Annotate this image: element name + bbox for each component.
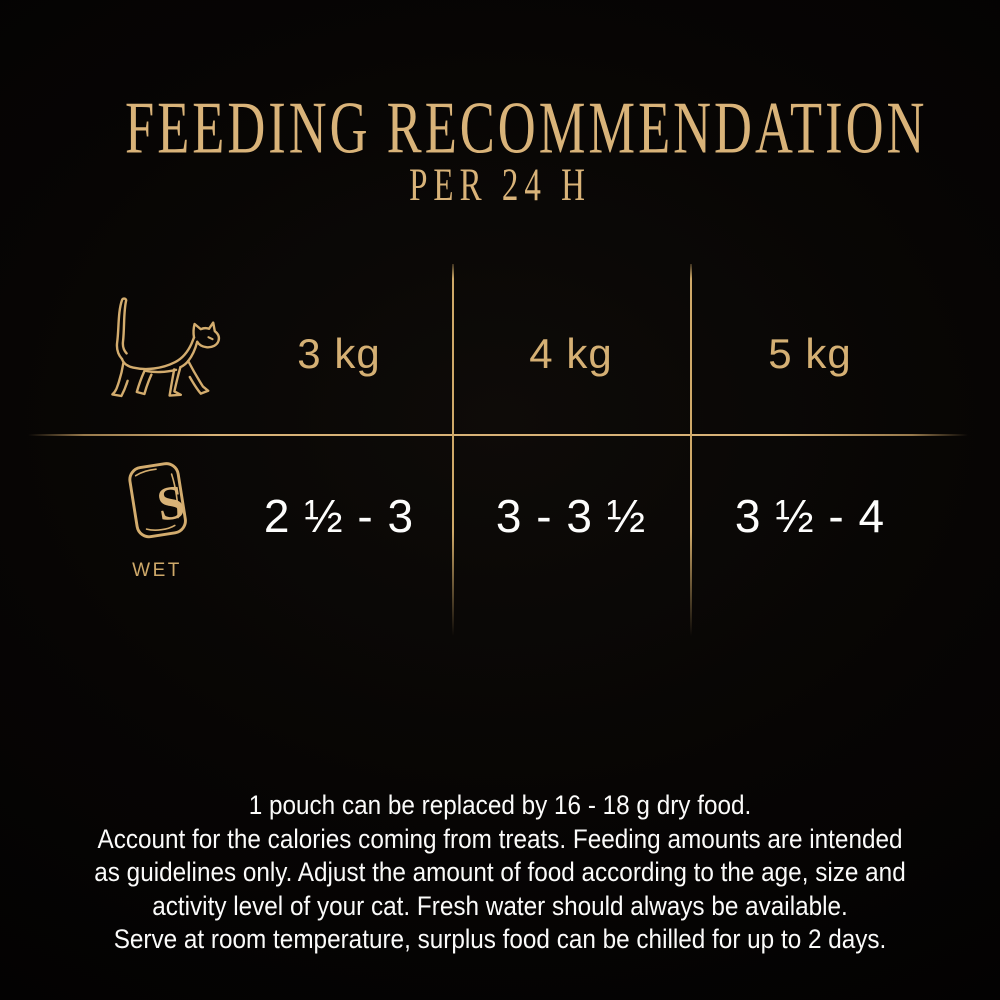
wet-value-3kg: 2 ½ - 3 — [263, 490, 415, 542]
table-divider-vertical-2 — [690, 264, 692, 636]
wet-value-4kg: 3 - 3 ½ — [495, 490, 647, 542]
weight-header-3kg: 3 kg — [297, 330, 381, 377]
footer-line-2: Account for the calories coming from tre… — [97, 823, 903, 854]
table-divider-horizontal — [28, 434, 968, 436]
footer-line-5: Serve at room temperature, surplus food … — [113, 924, 887, 954]
table-divider-vertical-1 — [452, 264, 454, 636]
weight-header-5kg: 5 kg — [768, 330, 852, 377]
page-title: FEEDING RECOMMENDATION — [125, 87, 928, 170]
wet-value-5kg: 3 ½ - 4 — [734, 490, 886, 542]
wet-label: WET — [132, 560, 182, 581]
weight-header-4kg: 4 kg — [529, 330, 613, 377]
footer-line-3: as guidelines only. Adjust the amount of… — [94, 857, 906, 887]
pouch-size-letter: S — [153, 475, 189, 532]
cat-icon — [111, 297, 221, 398]
footer-line-1: 1 pouch can be replaced by 16 - 18 g dry… — [248, 790, 752, 820]
footer-line-4: activity level of your cat. Fresh water … — [152, 890, 848, 921]
footer-note: 1 pouch can be replaced by 16 - 18 g dry… — [50, 789, 950, 957]
pouch-icon — [128, 462, 187, 539]
page-subtitle: PER 24 H — [409, 158, 591, 211]
